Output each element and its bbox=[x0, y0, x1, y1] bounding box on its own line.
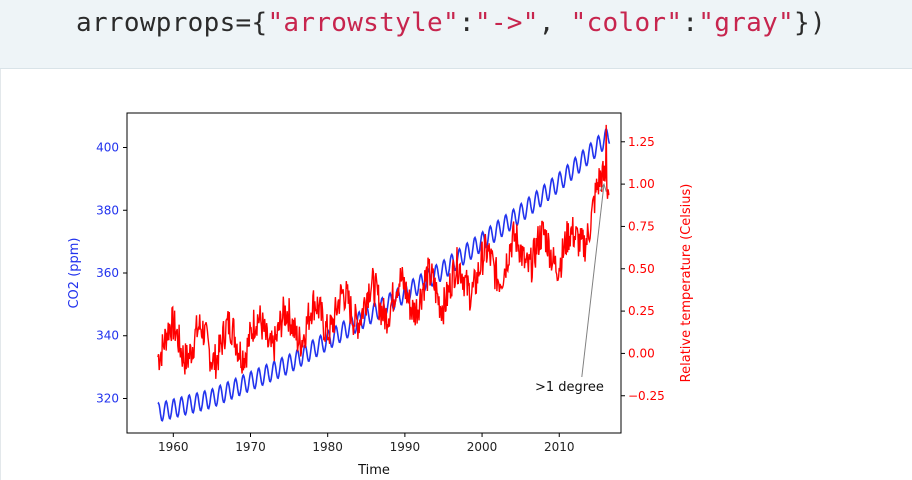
temperature-line bbox=[157, 124, 610, 379]
co2-series bbox=[157, 126, 611, 422]
code-token: : bbox=[458, 8, 475, 38]
code-cell[interactable]: arrowprops={"arrowstyle":"->", "color":"… bbox=[0, 0, 912, 69]
dual-axis-line-chart: 1960 1970 1980 1990 2000 2010 320 340 360 380 400… bbox=[67, 112, 694, 478]
x-tick-label: 1970 bbox=[235, 440, 266, 454]
y-right-tick-label: 1.25 bbox=[628, 135, 655, 149]
annotation-label: >1 degree bbox=[535, 380, 604, 395]
x-tick-label: 2010 bbox=[544, 440, 575, 454]
x-tick-label: 1960 bbox=[158, 440, 189, 454]
x-tick-label: 2000 bbox=[467, 440, 498, 454]
x-tick-label: 1990 bbox=[390, 440, 421, 454]
code-line: arrowprops={"arrowstyle":"->", "color":"… bbox=[76, 4, 826, 42]
code-token: : bbox=[682, 8, 699, 38]
y-right-tick-label: 1.00 bbox=[628, 177, 655, 191]
code-token: arrowprops={ bbox=[76, 8, 268, 38]
y-left-tick-label: 400 bbox=[96, 141, 119, 155]
x-axis-label: Time bbox=[357, 463, 390, 478]
y-right-tick-label: 0.50 bbox=[628, 262, 655, 276]
y-right-axis-label: Relative temperature (Celsius) bbox=[679, 184, 694, 383]
output-left-border bbox=[0, 69, 1, 480]
annotation-arrow-head bbox=[599, 182, 607, 192]
x-tick-label: 1980 bbox=[312, 440, 343, 454]
y-left-tick-label: 340 bbox=[96, 329, 119, 343]
annotation-arrow bbox=[581, 184, 605, 378]
code-token: "arrowstyle" bbox=[267, 8, 459, 38]
code-token: , bbox=[538, 8, 571, 38]
y-right-tick-label: 0.25 bbox=[628, 304, 655, 318]
y-left-tick-label: 380 bbox=[96, 203, 119, 217]
y-left-axis-label: CO2 (ppm) bbox=[67, 237, 82, 308]
code-token: "color" bbox=[570, 8, 683, 38]
x-axis-ticks: 1960 1970 1980 1990 2000 2010 bbox=[158, 433, 575, 454]
code-token: "->" bbox=[474, 8, 539, 38]
y-right-tick-label: 0.00 bbox=[628, 346, 655, 360]
y-right-tick-label: 0.75 bbox=[628, 219, 655, 233]
y-right-axis-ticks: −0.25 0.00 0.25 0.50 0.75 1.00 1.25 bbox=[621, 135, 665, 403]
y-left-tick-label: 360 bbox=[96, 266, 119, 280]
code-token: "gray" bbox=[698, 8, 795, 38]
y-left-tick-label: 320 bbox=[96, 391, 119, 405]
y-left-axis-ticks: 320 340 360 380 400 bbox=[96, 141, 127, 405]
co2-line bbox=[157, 126, 611, 422]
code-token: }) bbox=[794, 8, 826, 38]
temperature-series bbox=[157, 124, 610, 379]
y-right-tick-label: −0.25 bbox=[628, 389, 665, 403]
